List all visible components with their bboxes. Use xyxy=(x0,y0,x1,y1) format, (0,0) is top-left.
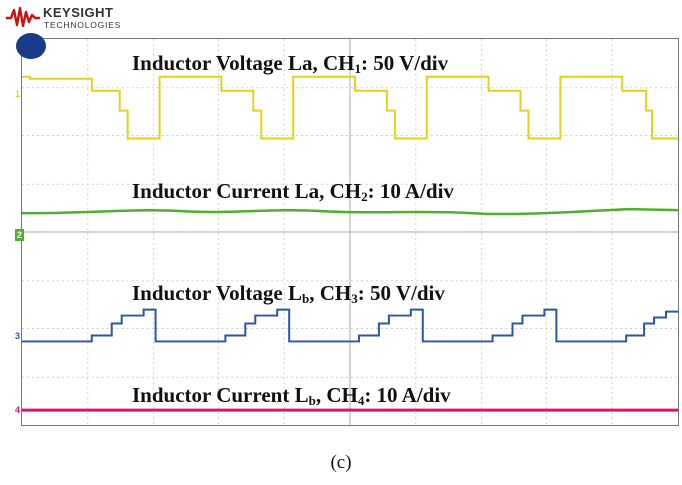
ch1-label: Inductor Voltage La, CH1: 50 V/div xyxy=(132,51,449,76)
ch1-trace xyxy=(22,75,678,140)
trigger-indicator-icon xyxy=(16,33,46,59)
brand-subtitle: TECHNOLOGIES xyxy=(44,20,122,30)
ch4-marker: 4 xyxy=(15,405,21,415)
ch4-label: Inductor Current Lb, CH4: 10 A/div xyxy=(132,383,451,408)
ch3-marker: 3 xyxy=(15,331,21,341)
keysight-wave-icon xyxy=(6,6,40,28)
ch3-label: Inductor Voltage Lb, CH3: 50 V/div xyxy=(132,281,445,306)
scope-grid xyxy=(22,39,678,425)
ch2-label: Inductor Current La, CH2: 10 A/div xyxy=(132,179,454,204)
ch3-trace xyxy=(22,308,678,343)
ch1-marker: 1 xyxy=(15,89,21,99)
brand-name: KEYSIGHT xyxy=(43,5,114,20)
ch2-marker: 2 xyxy=(15,229,25,241)
keysight-logo: KEYSIGHT TECHNOLOGIES xyxy=(6,3,146,33)
oscilloscope-display: 1 2 3 4 Inductor Voltage La, CH1: 50 V/d… xyxy=(15,33,679,426)
figure-caption: (c) xyxy=(330,452,352,473)
ch2-trace xyxy=(22,207,678,216)
